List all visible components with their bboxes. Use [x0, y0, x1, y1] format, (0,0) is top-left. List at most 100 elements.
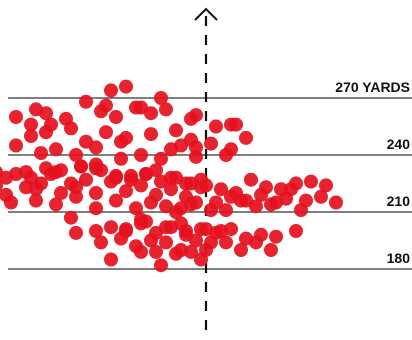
- data-point: [214, 182, 228, 197]
- data-point: [134, 100, 148, 115]
- data-point: [119, 184, 133, 199]
- data-point: [89, 186, 103, 200]
- data-point: [89, 201, 103, 216]
- data-point: [174, 138, 188, 153]
- data-point: [219, 203, 233, 218]
- data-point: [114, 134, 128, 149]
- data-point: [9, 110, 23, 124]
- data-point: [184, 111, 198, 126]
- data-point: [69, 189, 83, 204]
- yard-label-210: 210: [387, 193, 411, 209]
- data-point: [194, 252, 208, 267]
- data-point: [134, 244, 148, 259]
- data-point: [49, 197, 63, 212]
- yard-label-270: 270 YARDS: [335, 79, 410, 95]
- data-point: [249, 235, 263, 250]
- data-point: [99, 125, 113, 140]
- yard-label-180: 180: [387, 250, 411, 266]
- data-point: [4, 195, 18, 210]
- data-point: [64, 121, 78, 136]
- data-point: [139, 167, 153, 181]
- data-point: [79, 172, 93, 187]
- data-point: [164, 182, 178, 197]
- data-point: [99, 98, 113, 113]
- data-point: [114, 151, 128, 166]
- data-point: [319, 178, 333, 193]
- data-point: [74, 159, 88, 174]
- data-point: [169, 123, 183, 138]
- data-point: [9, 138, 23, 153]
- data-point: [144, 195, 158, 210]
- data-point: [119, 79, 133, 94]
- data-point: [9, 167, 23, 181]
- data-point: [279, 191, 293, 206]
- data-point: [264, 197, 278, 212]
- data-point: [264, 243, 278, 257]
- up-arrow-icon: [194, 7, 218, 21]
- data-point: [154, 174, 168, 189]
- data-point: [34, 146, 48, 161]
- data-point: [184, 197, 198, 212]
- data-point: [89, 140, 103, 155]
- data-point: [234, 243, 248, 257]
- data-point: [149, 244, 163, 259]
- data-point: [104, 220, 118, 235]
- data-point: [269, 229, 283, 244]
- data-point: [204, 203, 218, 218]
- data-point: [189, 149, 203, 164]
- data-point: [134, 178, 148, 193]
- data-point: [154, 151, 168, 166]
- data-point: [174, 216, 188, 231]
- data-point: [24, 129, 38, 143]
- data-point: [189, 233, 203, 248]
- yard-labels: 270 YARDS 240 210 180: [335, 79, 410, 266]
- data-point: [239, 130, 253, 145]
- data-point: [69, 148, 83, 162]
- data-point: [154, 91, 168, 105]
- data-point: [249, 199, 263, 214]
- data-point: [214, 224, 228, 238]
- data-point: [29, 193, 43, 208]
- yard-label-240: 240: [387, 136, 411, 152]
- data-point: [329, 195, 343, 210]
- data-point: [254, 187, 268, 202]
- data-point: [184, 244, 198, 259]
- data-point: [134, 148, 148, 162]
- data-point: [134, 212, 148, 227]
- data-point: [224, 117, 238, 132]
- data-point: [54, 186, 68, 200]
- data-point: [0, 166, 3, 178]
- data-point: [234, 193, 248, 208]
- data-points: [0, 79, 343, 273]
- data-point: [294, 203, 308, 218]
- data-point: [159, 220, 173, 235]
- data-point: [144, 233, 158, 248]
- data-point: [49, 142, 63, 157]
- data-point: [69, 225, 83, 240]
- data-point: [79, 94, 93, 109]
- data-point: [159, 235, 173, 250]
- data-point: [219, 148, 233, 162]
- data-point: [144, 127, 158, 142]
- data-point: [109, 193, 123, 208]
- data-point: [39, 125, 53, 140]
- data-point: [209, 119, 223, 134]
- data-point: [49, 165, 63, 180]
- data-point: [94, 235, 108, 250]
- data-point: [289, 224, 303, 238]
- data-point: [159, 102, 173, 117]
- data-point: [204, 136, 218, 151]
- data-point: [0, 179, 3, 192]
- data-point: [219, 235, 233, 250]
- data-point: [39, 106, 53, 121]
- data-point: [104, 252, 118, 267]
- data-point: [314, 189, 328, 204]
- data-point: [29, 182, 43, 197]
- data-point: [169, 205, 183, 219]
- data-point: [244, 172, 258, 187]
- data-point: [89, 161, 103, 176]
- data-point: [104, 83, 118, 98]
- data-point: [109, 110, 123, 124]
- data-point: [194, 180, 208, 195]
